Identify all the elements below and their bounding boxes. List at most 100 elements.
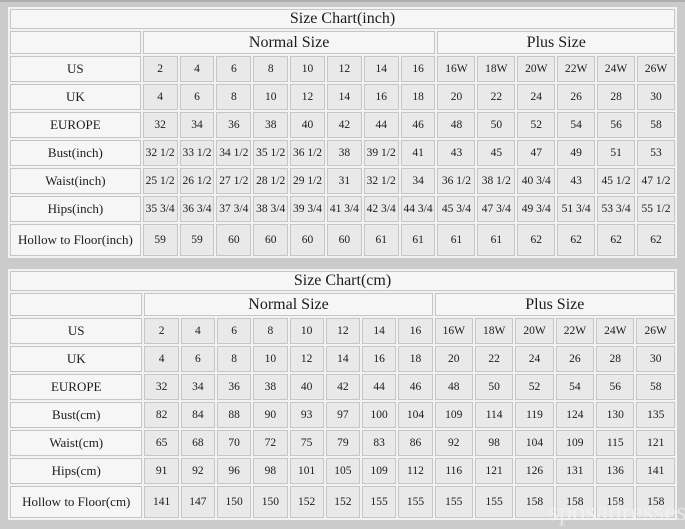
size-cell-normal: 90 [253, 402, 288, 428]
size-cell-normal: 4 [180, 318, 215, 344]
size-cell-normal: 35 3/4 [142, 196, 178, 222]
size-cell-normal: 150 [216, 486, 252, 518]
table-row: Waist(cm) 65 68 70 72 75 79 83 86 92 98 104 109 115 12… [10, 430, 675, 456]
row-label: Bust(inch) [10, 140, 141, 166]
size-cell-normal: 44 [362, 374, 397, 400]
row-label: Hollow to Floor(inch) [10, 224, 141, 256]
size-cell-plus: 45 1/2 [597, 168, 636, 194]
normal-size-header: Normal Size [142, 31, 436, 54]
size-cell-plus: 109 [434, 402, 473, 428]
size-cell-plus: 43 [437, 140, 476, 166]
table-row: UK 4 6 8 10 12 14 16 18 20 22 24 26 28 30 [10, 84, 675, 110]
size-cell-normal: 8 [216, 84, 252, 110]
size-cell-plus: 45 [477, 140, 516, 166]
size-cell-normal: 6 [179, 84, 215, 110]
size-cell-normal: 104 [398, 402, 433, 428]
size-cell-normal: 16 [363, 84, 399, 110]
size-cell-plus: 18W [477, 56, 516, 82]
size-cell-normal: 33 1/2 [179, 140, 215, 166]
size-cell-normal: 16 [362, 346, 397, 372]
size-cell-plus: 124 [555, 402, 595, 428]
size-cell-plus: 51 [597, 140, 636, 166]
size-cell-plus: 55 1/2 [637, 196, 675, 222]
size-cell-normal: 32 1/2 [142, 140, 178, 166]
size-cell-normal: 6 [216, 56, 252, 82]
size-cell-normal: 10 [253, 346, 288, 372]
size-cell-plus: 53 [637, 140, 675, 166]
size-cell-plus: 155 [434, 486, 473, 518]
size-cell-plus: 22 [477, 84, 516, 110]
size-cell-plus: 115 [596, 430, 635, 456]
table-row: Bust(inch) 32 1/2 33 1/2 34 1/2 35 1/2 36 1/2… [10, 140, 675, 166]
size-cell-normal: 10 [289, 318, 324, 344]
size-cell-normal: 92 [180, 458, 215, 484]
size-cell-normal: 32 [142, 112, 178, 138]
size-cell-plus: 28 [597, 84, 636, 110]
size-cell-normal: 42 [326, 112, 362, 138]
size-cell-plus: 56 [596, 374, 635, 400]
size-cell-plus: 20W [517, 56, 556, 82]
size-cell-normal: 44 3/4 [400, 196, 436, 222]
size-cell-plus: 52 [515, 374, 554, 400]
size-cell-normal: 8 [253, 318, 288, 344]
size-cell-normal: 26 1/2 [179, 168, 215, 194]
size-cell-plus: 136 [596, 458, 635, 484]
size-cell-normal: 12 [290, 84, 325, 110]
table-row: US 2 4 6 8 10 12 14 16 16W 18W 20W 22W 24W 26W [10, 56, 675, 82]
size-cell-normal: 79 [325, 430, 361, 456]
size-cell-normal: 14 [363, 56, 399, 82]
size-chart-inch-body: Size Chart(inch) Normal Size Plus Size U… [10, 9, 675, 256]
row-label: US [10, 56, 141, 82]
size-cell-normal: 4 [144, 346, 179, 372]
size-cell-normal: 6 [180, 346, 215, 372]
row-label: UK [10, 84, 141, 110]
size-cell-normal: 39 3/4 [290, 196, 325, 222]
size-cell-normal: 4 [179, 56, 215, 82]
size-cell-normal: 41 [400, 140, 436, 166]
size-cell-normal: 4 [142, 84, 178, 110]
size-cell-normal: 112 [398, 458, 433, 484]
size-cell-plus: 24W [596, 318, 635, 344]
size-cell-normal: 70 [216, 430, 252, 456]
table-row: Bust(cm) 82 84 88 90 93 97 100 104 109 114 119 124 13… [10, 402, 675, 428]
size-cell-normal: 97 [325, 402, 361, 428]
size-cell-normal: 46 [398, 374, 433, 400]
size-cell-normal: 152 [289, 486, 324, 518]
size-cell-plus: 24 [517, 84, 556, 110]
plus-size-header: Plus Size [434, 293, 675, 316]
size-cell-plus: 26W [636, 318, 675, 344]
size-cell-normal: 16 [400, 56, 436, 82]
size-cell-plus: 53 3/4 [597, 196, 636, 222]
size-cell-plus: 47 1/2 [637, 168, 675, 194]
size-cell-normal: 46 [400, 112, 436, 138]
size-cell-plus: 26W [637, 56, 675, 82]
size-cell-normal: 60 [326, 224, 362, 256]
size-cell-normal: 86 [398, 430, 433, 456]
size-cell-normal: 31 [326, 168, 362, 194]
size-cell-normal: 44 [363, 112, 399, 138]
size-cell-plus: 98 [474, 430, 514, 456]
size-cell-plus: 51 3/4 [557, 196, 596, 222]
plus-size-header: Plus Size [437, 31, 675, 54]
size-cell-plus: 158 [596, 486, 635, 518]
table-row: Hollow to Floor(inch) 59 59 60 60 60 60 61 61 61 6… [10, 224, 675, 256]
size-cell-plus: 54 [555, 374, 595, 400]
size-cell-plus: 126 [515, 458, 554, 484]
size-cell-plus: 20W [515, 318, 554, 344]
size-cell-plus: 158 [515, 486, 554, 518]
size-cell-normal: 36 3/4 [179, 196, 215, 222]
corner-cell [10, 31, 141, 54]
size-cell-normal: 18 [398, 346, 433, 372]
size-cell-normal: 38 [326, 140, 362, 166]
row-label: Hollow to Floor(cm) [10, 486, 143, 518]
size-cell-plus: 92 [434, 430, 473, 456]
size-cell-normal: 38 [253, 112, 289, 138]
size-cell-plus: 20 [437, 84, 476, 110]
size-cell-plus: 58 [637, 112, 675, 138]
size-cell-normal: 12 [325, 318, 361, 344]
size-cell-normal: 8 [253, 56, 289, 82]
row-label: Bust(cm) [10, 402, 143, 428]
size-cell-plus: 24W [597, 56, 636, 82]
table-row: EUROPE 32 34 36 38 40 42 44 46 48 50 52 54 56 58 [10, 112, 675, 138]
size-cell-normal: 2 [144, 318, 179, 344]
